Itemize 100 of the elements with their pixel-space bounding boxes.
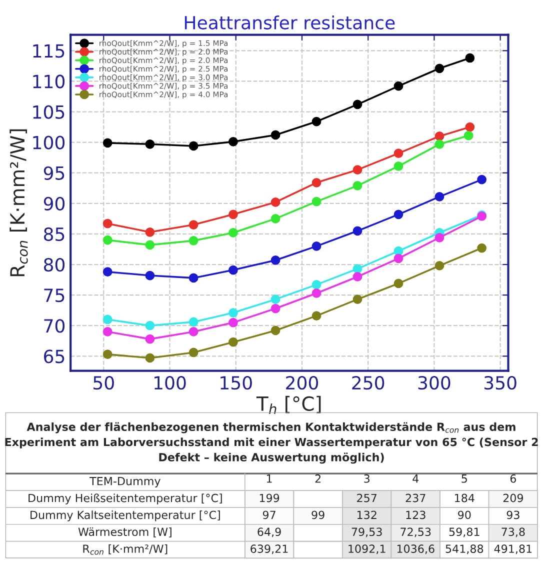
data-label: 199 [260, 494, 280, 502]
point [312, 178, 322, 188]
point [228, 210, 238, 220]
point [270, 198, 280, 207]
point [145, 320, 155, 330]
point [465, 122, 475, 132]
point [228, 265, 238, 275]
data-label: 1036,6 [397, 544, 434, 554]
point [145, 227, 155, 237]
point [352, 100, 362, 110]
point [102, 218, 112, 228]
data-label: 64,9 [258, 528, 281, 538]
y-tick-label: Dummy Heißseitentemperatur [°C] [28, 494, 222, 504]
point [102, 327, 112, 336]
y-tick-label: 115 [33, 44, 64, 58]
point [270, 130, 280, 140]
point [270, 214, 280, 224]
data-label: 72,53 [400, 528, 431, 538]
point [434, 132, 444, 141]
point [188, 348, 198, 358]
point [228, 318, 238, 328]
data-label: 123 [406, 510, 426, 520]
x-axis-title: T$_{h}$ [°C] [256, 396, 321, 414]
point [228, 228, 238, 238]
point [145, 240, 155, 250]
point [352, 294, 362, 304]
y-tick-label: 85 [44, 227, 64, 242]
point [102, 235, 112, 245]
y-tick-label: 90 [44, 196, 65, 211]
data-label: 639,21 [250, 544, 288, 554]
chart-title: Analyse der flächenbezogenen thermischen Kontaktwiderstände R$_{con}$ aus dem Experiment am Laborversuchsstand mit einer Wassertemperatur von 65 °C (Sensor 2 Defekt – keine Auswertung möglich) [5, 422, 538, 464]
point [145, 139, 155, 149]
point [394, 210, 404, 220]
point [394, 81, 404, 91]
point [312, 311, 322, 321]
data-label: 541,88 [446, 544, 484, 554]
x-tick-label: 1 [266, 474, 272, 483]
point [434, 139, 444, 149]
y-tick-label: 70 [44, 319, 65, 333]
y-tick-label: 80 [44, 258, 65, 272]
point [145, 334, 155, 344]
point [228, 337, 238, 347]
data-label: 237 [406, 494, 426, 502]
data-label: 209 [503, 494, 524, 502]
point [228, 308, 238, 318]
data-label: 93 [506, 510, 520, 520]
y-tick-label: 65 [44, 350, 64, 364]
data-label: 99 [312, 510, 324, 520]
point [352, 264, 362, 274]
y-tick-label: 105 [33, 105, 64, 119]
y-tick-label: 100 [33, 136, 65, 150]
point [145, 353, 155, 363]
chart-title: Heattransfer resistance [184, 16, 395, 30]
x-tick-label: 300 [418, 376, 450, 390]
x-tick-label: 50 [94, 376, 114, 390]
x-tick-label: 100 [154, 376, 186, 390]
data-label: 79,53 [352, 528, 382, 538]
y-tick-label: Dummy Kaltseitentemperatur [°C] [30, 510, 220, 522]
point [352, 272, 362, 282]
point [102, 138, 112, 148]
point [312, 116, 322, 126]
point [312, 280, 322, 290]
data-label: 1092,1 [348, 544, 386, 554]
y-tick-label: Wärmestrom [W] [78, 527, 172, 538]
x-tick-label: 3 [364, 474, 370, 483]
point [188, 327, 198, 336]
y-axis-title: TEM-Dummy [90, 477, 160, 488]
point [270, 304, 280, 314]
data-label: 184 [455, 494, 474, 502]
point [394, 278, 404, 288]
data-label: 59,81 [449, 528, 480, 538]
data-label: 491,81 [494, 544, 532, 554]
point [352, 165, 362, 174]
x-tick-label: 2 [315, 474, 320, 483]
data-label: 73,8 [502, 528, 525, 538]
y-tick-label: 110 [33, 74, 65, 88]
point [102, 350, 112, 360]
point [270, 294, 280, 304]
point [477, 174, 486, 184]
point [465, 53, 475, 63]
point [145, 270, 155, 280]
data-label: 132 [357, 510, 376, 520]
point [352, 181, 362, 190]
point [188, 220, 198, 230]
point [434, 232, 444, 242]
point [352, 226, 362, 236]
point [270, 326, 280, 336]
point [394, 148, 404, 158]
data-label: 257 [357, 494, 376, 502]
x-tick-label: 5 [462, 474, 467, 483]
point [434, 261, 444, 270]
point [464, 130, 474, 140]
point [312, 288, 322, 298]
point [188, 273, 198, 283]
y-tick-label: 75 [44, 288, 64, 302]
point [394, 254, 404, 264]
point [188, 141, 198, 151]
point [102, 267, 112, 277]
point [228, 137, 238, 146]
x-tick-label: 350 [484, 376, 516, 390]
